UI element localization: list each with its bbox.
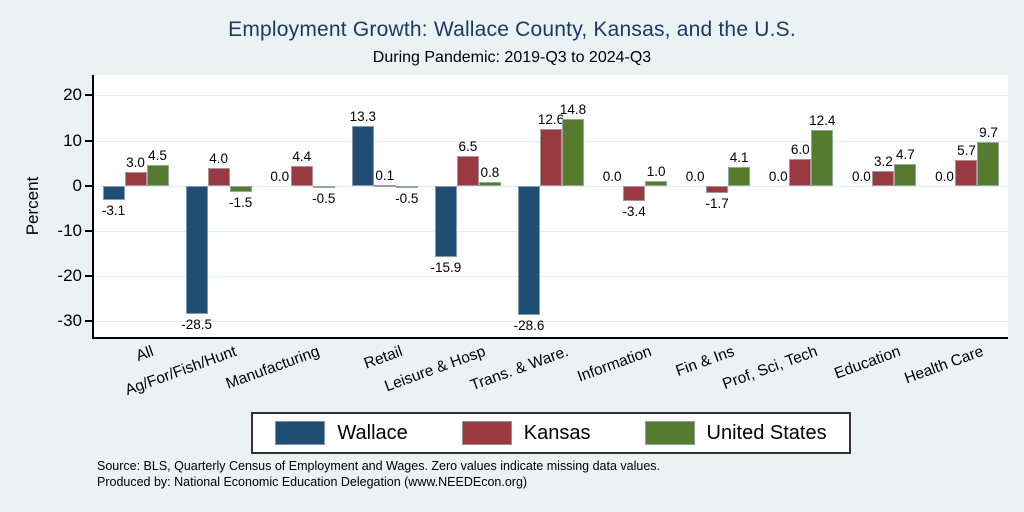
bar-kansas <box>540 128 562 186</box>
bar-value-label: 0.0 <box>768 168 788 184</box>
bar-value-label: -3.4 <box>622 204 646 220</box>
bar-value-label: 12.6 <box>537 111 565 127</box>
y-tick-label: -10 <box>57 220 82 240</box>
bar-united-states <box>146 165 169 186</box>
bar-value-label: -3.1 <box>101 202 126 218</box>
bar-kansas <box>789 158 812 186</box>
gridline <box>94 321 1008 322</box>
bar-kansas <box>290 165 313 186</box>
bar-value-label: 3.2 <box>873 154 893 170</box>
bar-value-label: 0.0 <box>602 168 622 184</box>
bar-kansas <box>373 185 396 188</box>
legend-entry: Kansas <box>461 421 591 445</box>
gridline <box>94 276 1008 277</box>
bar-kansas <box>207 167 230 186</box>
bar-wallace <box>102 185 125 200</box>
bar-value-label: -1.5 <box>228 195 253 211</box>
y-tick-label: -30 <box>57 311 82 331</box>
bar-united-states <box>894 164 917 186</box>
bar-value-label: -28.5 <box>181 317 213 333</box>
bar-value-label: 1.0 <box>646 164 666 180</box>
bar-kansas <box>124 172 147 186</box>
bar-value-label: 0.8 <box>480 165 500 181</box>
bar-value-label: 6.0 <box>790 141 810 157</box>
x-axis-line <box>92 337 1008 339</box>
legend-row: Wallace Kansas United States <box>94 412 1008 454</box>
footer-notes: Source: BLS, Quarterly Census of Employm… <box>97 458 660 490</box>
bar-united-states <box>395 185 418 188</box>
bar-value-label: 4.0 <box>209 150 229 166</box>
bar-value-label: -1.7 <box>705 196 729 212</box>
legend-label: Wallace <box>337 421 408 444</box>
bar-united-states <box>229 185 252 193</box>
bar-wallace <box>434 185 457 258</box>
y-tick-mark <box>85 184 92 187</box>
legend-label: Kansas <box>523 421 591 444</box>
bar-value-label: 0.0 <box>685 168 705 184</box>
bar-value-label: 6.5 <box>458 139 478 155</box>
bar-value-label: 4.1 <box>729 150 749 166</box>
bar-value-label: 0.0 <box>270 168 290 184</box>
produced-by-note: Produced by: National Economic Education… <box>97 475 528 489</box>
y-tick-mark <box>85 94 92 97</box>
bar-kansas <box>456 156 479 186</box>
bar-united-states <box>728 167 751 186</box>
bar-value-label: -28.6 <box>513 317 545 333</box>
bar-kansas <box>623 185 646 202</box>
y-tick-label: 10 <box>63 130 82 150</box>
y-tick-mark <box>85 229 92 232</box>
bar-value-label: -0.5 <box>395 190 419 206</box>
y-tick-label: 0 <box>72 175 82 195</box>
bar-united-states <box>562 118 584 186</box>
y-tick-mark <box>85 275 92 278</box>
bar-value-label: 12.4 <box>809 112 836 128</box>
chart-subtitle: During Pandemic: 2019-Q3 to 2024-Q3 <box>372 49 652 66</box>
bar-value-label: 4.4 <box>292 148 312 164</box>
bar-value-label: 14.8 <box>559 101 587 117</box>
bar-value-label: 5.7 <box>957 142 976 158</box>
bar-value-label: 4.7 <box>895 147 915 163</box>
bar-united-states <box>811 129 834 186</box>
bar-value-label: 9.7 <box>979 124 998 140</box>
y-tick-label: -20 <box>57 266 82 286</box>
y-tick-label: 20 <box>63 85 82 105</box>
legend-swatch <box>644 421 695 445</box>
legend-swatch <box>275 421 326 445</box>
bar-united-states <box>312 185 335 188</box>
plot-area: -3.1 3.0 4.5 -28.5 4.0 -1.5 0.0 4.4 -0.5 13.3 0.1-… <box>94 75 1008 337</box>
bar-value-label: 0.0 <box>935 168 954 184</box>
legend-label: United States <box>706 421 827 444</box>
bar-united-states <box>977 141 1000 186</box>
gridline <box>94 95 1008 96</box>
gridline <box>94 231 1008 232</box>
bar-kansas <box>872 171 895 186</box>
bar-value-label: 4.5 <box>148 148 167 164</box>
legend-entry: United States <box>644 421 827 445</box>
bar-value-label: -15.9 <box>430 260 462 276</box>
bar-value-label: 3.0 <box>126 155 145 171</box>
gridline <box>94 186 1008 187</box>
bar-united-states <box>645 181 668 186</box>
y-axis-line <box>92 75 94 339</box>
bar-value-label: 0.1 <box>375 168 395 184</box>
bar-wallace <box>351 125 374 186</box>
legend-swatch <box>461 421 512 445</box>
bar-kansas <box>955 159 978 186</box>
bar-united-states <box>478 182 501 186</box>
bar-wallace <box>185 185 208 315</box>
y-tick-mark <box>85 139 92 142</box>
bar-value-label: 0.0 <box>851 168 871 184</box>
bar-value-label: 13.3 <box>349 108 376 124</box>
legend-entry: Wallace <box>275 421 408 445</box>
legend: Wallace Kansas United States <box>251 412 851 454</box>
bar-value-label: -0.5 <box>312 190 336 206</box>
chart-title: Employment Growth: Wallace County, Kansa… <box>228 18 796 41</box>
y-tick-mark <box>85 320 92 323</box>
bar-wallace <box>518 185 540 315</box>
bar-kansas <box>706 185 729 194</box>
source-note: Source: BLS, Quarterly Census of Employm… <box>97 459 661 473</box>
